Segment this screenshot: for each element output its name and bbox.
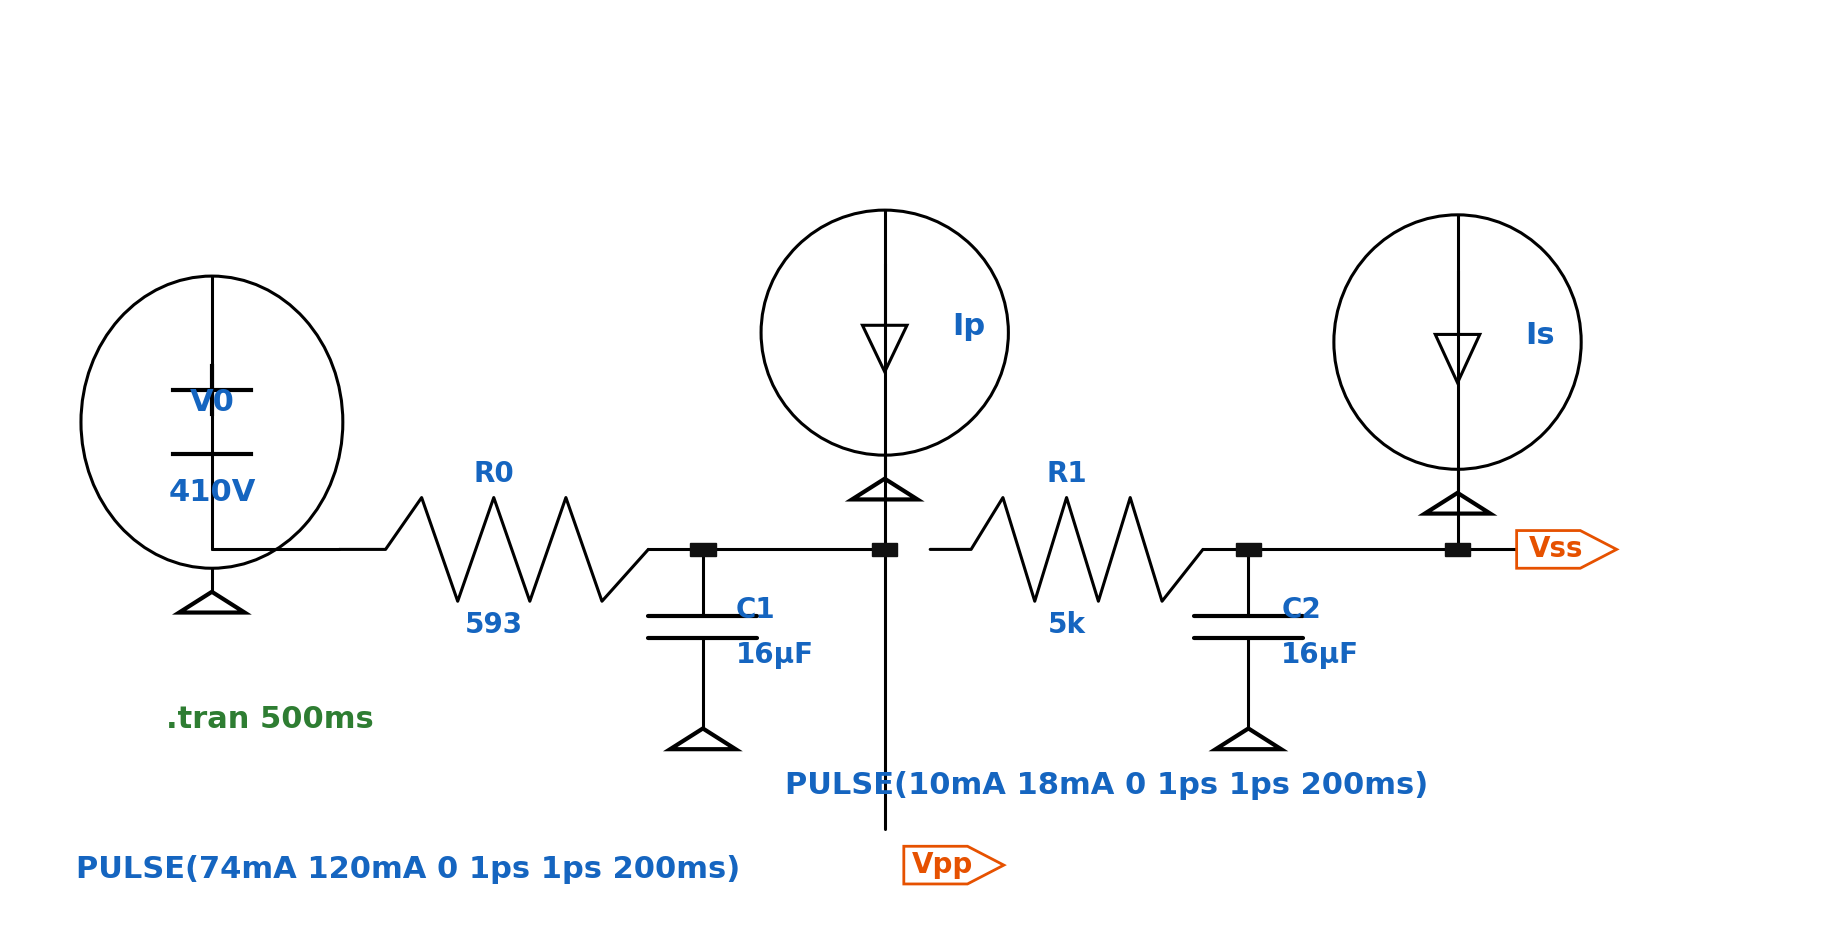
- Text: V0: V0: [190, 389, 233, 417]
- Text: 16μF: 16μF: [1280, 642, 1358, 669]
- Bar: [1234, 543, 1260, 556]
- Text: Ip: Ip: [952, 312, 984, 341]
- Text: R1: R1: [1046, 460, 1087, 488]
- Text: R0: R0: [474, 460, 514, 488]
- Text: PULSE(74mA 120mA 0 1ps 1ps 200ms): PULSE(74mA 120mA 0 1ps 1ps 200ms): [75, 855, 740, 884]
- Bar: [1444, 543, 1469, 556]
- Text: 410V: 410V: [168, 479, 255, 507]
- Text: .tran 500ms: .tran 500ms: [166, 704, 374, 734]
- Bar: [689, 543, 715, 556]
- Text: Is: Is: [1524, 321, 1555, 350]
- Text: Vss: Vss: [1528, 536, 1582, 563]
- Text: C1: C1: [735, 596, 775, 624]
- Bar: [871, 543, 897, 556]
- Text: Vpp: Vpp: [912, 851, 973, 879]
- Text: 5k: 5k: [1046, 611, 1085, 639]
- Text: C2: C2: [1280, 596, 1320, 624]
- Text: 16μF: 16μF: [735, 642, 813, 669]
- Text: PULSE(10mA 18mA 0 1ps 1ps 200ms): PULSE(10mA 18mA 0 1ps 1ps 200ms): [784, 771, 1427, 799]
- Text: 593: 593: [465, 611, 523, 639]
- Polygon shape: [904, 847, 1003, 884]
- Polygon shape: [1515, 531, 1615, 568]
